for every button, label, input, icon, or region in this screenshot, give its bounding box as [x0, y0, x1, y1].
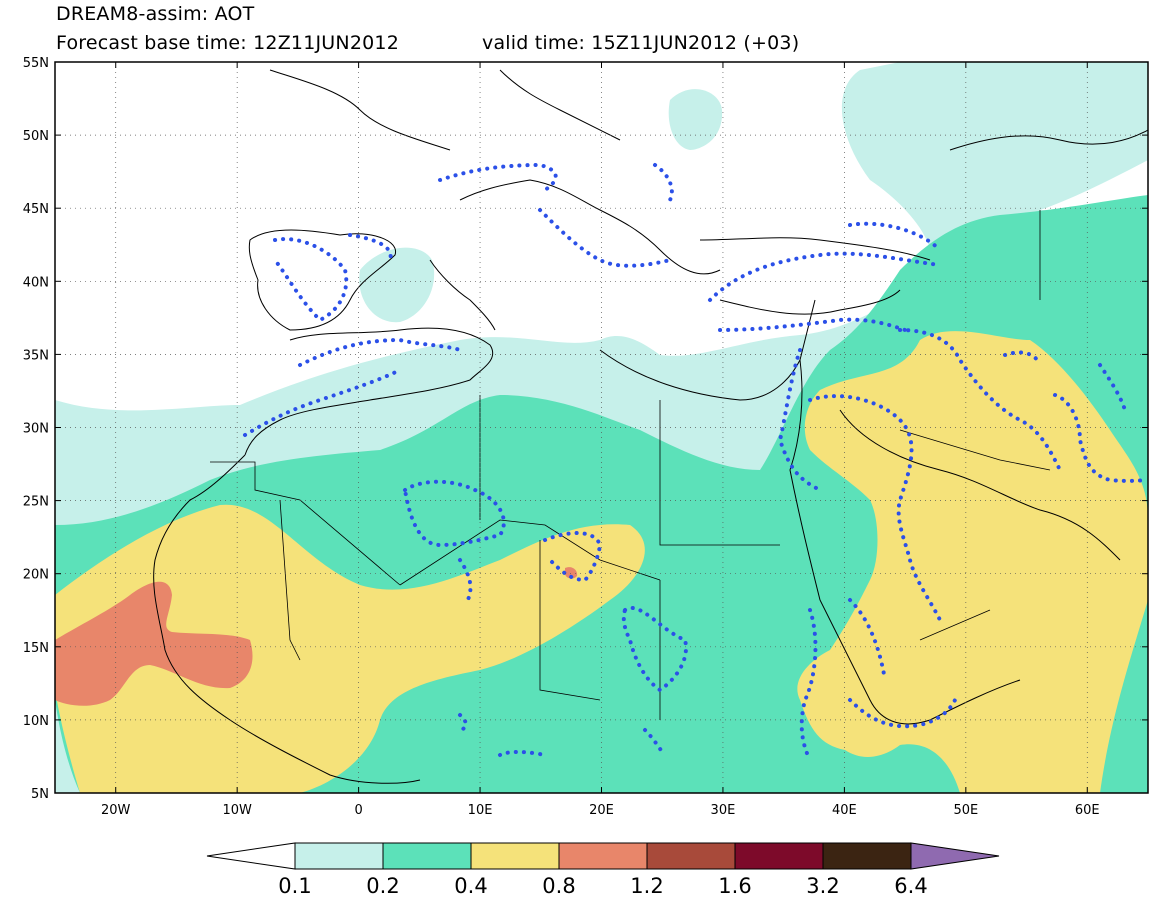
- colorbar-label: 0.1: [278, 874, 311, 898]
- lat-tick-label: 5N: [31, 787, 49, 802]
- lat-tick-label: 55N: [23, 56, 49, 71]
- lon-tick-label: 10E: [468, 803, 493, 818]
- lon-tick-label: 20E: [589, 803, 614, 818]
- colorbar-label: 1.2: [630, 874, 663, 898]
- dotted-contours: [243, 162, 1148, 762]
- lat-tick-label: 35N: [23, 348, 49, 363]
- lon-tick-label: 40E: [832, 803, 857, 818]
- lat-tick-label: 50N: [23, 129, 49, 144]
- lat-tick-label: 45N: [23, 202, 49, 217]
- gridlines: [55, 62, 1148, 793]
- colorbar-left-arrow: [206, 842, 296, 870]
- colorbar-cell: [558, 842, 648, 870]
- colorbar-cell: [294, 842, 384, 870]
- coastlines: [153, 69, 1148, 784]
- aot-contour-0.8-tibesti: [565, 567, 578, 579]
- aot-contour-0.1-north: [668, 89, 723, 150]
- colorbar: 0.1 0.2 0.4 0.8 1.2 1.6 3.2 6.4: [206, 842, 1000, 898]
- lat-tick-label: 30N: [23, 422, 49, 437]
- colorbar-label: 6.4: [894, 874, 927, 898]
- lon-tick-label: 50E: [953, 803, 978, 818]
- colorbar-cell: [646, 842, 736, 870]
- colorbar-cell: [734, 842, 824, 870]
- lat-tick-label: 25N: [23, 495, 49, 510]
- valid-time: valid time: 15Z11JUN2012 (+03): [482, 32, 800, 54]
- forecast-base-time: Forecast base time: 12Z11JUN2012: [56, 32, 399, 54]
- colorbar-label: 0.8: [542, 874, 575, 898]
- colorbar-label: 3.2: [806, 874, 839, 898]
- colorbar-label: 1.6: [718, 874, 751, 898]
- colorbar-cell: [382, 842, 472, 870]
- colorbar-label: 0.2: [366, 874, 399, 898]
- lon-tick-label: 20W: [101, 803, 131, 818]
- colorbar-right-arrow: [910, 842, 1000, 870]
- lat-tick-label: 15N: [23, 641, 49, 656]
- aot-contour-0.4: [55, 504, 645, 793]
- lon-tick-label: 30E: [711, 803, 736, 818]
- colorbar-cell: [470, 842, 560, 870]
- lat-tick-label: 20N: [23, 568, 49, 583]
- latitude-labels: 55N 50N 45N 40N 35N 30N 25N 20N 15N 10N 5N: [23, 56, 1148, 802]
- lon-tick-label: 10W: [222, 803, 252, 818]
- lon-tick-label: 60E: [1075, 803, 1100, 818]
- colorbar-cell: [822, 842, 912, 870]
- aot-contour-0.8: [55, 581, 253, 706]
- country-borders: [210, 210, 1051, 720]
- lat-tick-label: 40N: [23, 275, 49, 290]
- lon-tick-label: 0: [354, 803, 362, 818]
- aot-contour-0.1-iberia: [359, 247, 435, 323]
- aot-contour-0.4-arabia: [797, 331, 1148, 793]
- longitude-labels: 20W 10W 0 10E 20E 30E 40E 50E 60E: [101, 62, 1100, 818]
- map-title: DREAM8-assim: AOT: [56, 3, 255, 25]
- colorbar-label: 0.4: [454, 874, 487, 898]
- lat-tick-label: 10N: [23, 714, 49, 729]
